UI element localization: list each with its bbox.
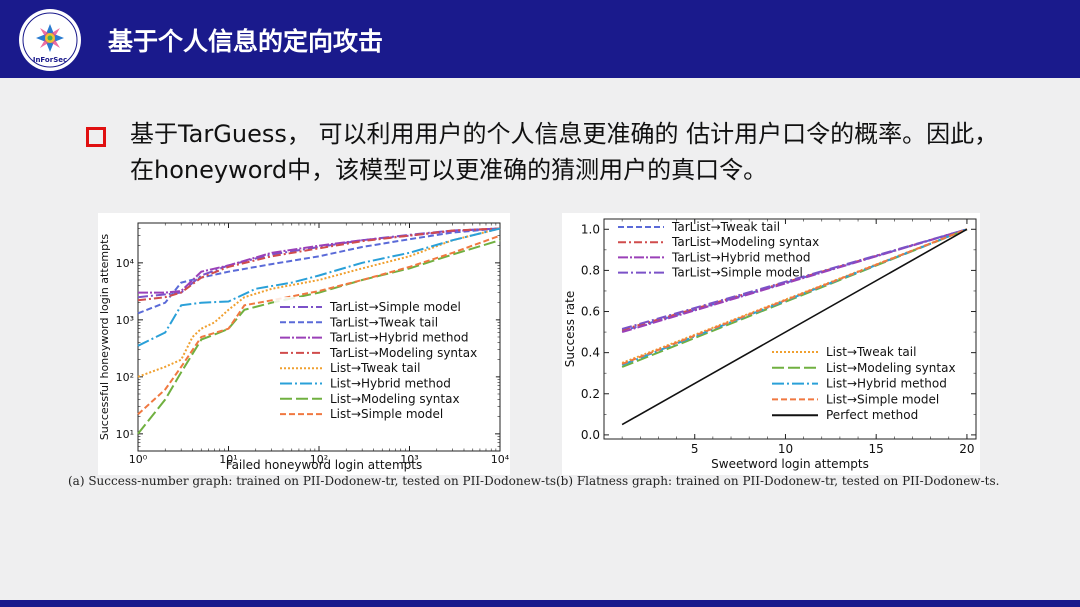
y-tick-label: 0.2 [581,387,600,401]
legend-label: List→Hybrid method [330,377,451,391]
y-tick-label: 0.0 [581,428,600,442]
legend-label: TarList→Modeling syntax [329,346,477,360]
inforsec-logo-icon: InForSec [19,9,81,71]
bullet-line-1: 基于TarGuess， 可以利用用户的个人信息更准确的 估计用户口令的概率。因此… [130,120,999,148]
x-tick-label: 10⁰ [129,453,148,466]
y-tick-label: 10² [116,371,134,384]
x-tick-label: 20 [959,442,974,456]
slide-header: InForSec 基于个人信息的定向攻击 [0,0,1080,78]
y-axis-label: Success rate [563,291,577,368]
x-tick-label: 10³ [400,453,418,466]
bullet-square-icon [86,127,106,147]
caption-b: (b) Flatness graph: trained on PII-Dodon… [556,474,1000,488]
series-line-list-to-simple-model [621,228,968,365]
series-line-tarlist-to-modeling-syntax [137,227,501,302]
x-axis-label: Sweetword login attempts [711,457,869,471]
series-line-tarlist-to-hybrid-method [138,227,501,294]
x-tick-label: 15 [869,442,884,456]
y-tick-label: 0.6 [581,305,600,319]
y-tick-label: 10³ [116,314,134,327]
series-line-perfect-method [621,228,968,426]
legend-label: TarList→Modeling syntax [671,235,819,249]
caption-a: (a) Success-number graph: trained on PII… [68,474,560,488]
flatness-chart-svg: 5 10 15 20 0.0 0.2 0.4 0.6 0.8 1.0 Sweetword login… [563,218,977,471]
legend-label: TarList→Simple model [329,300,461,314]
x-tick-label: 10⁴ [491,453,510,466]
page-title: 基于个人信息的定向攻击 [108,27,384,56]
success-number-chart-svg: 10⁰ 10¹ 10² 10³ 10⁴ 10¹ 10² 10³ 10⁴ Failed honeyw… [98,222,510,472]
legend-label: Perfect method [826,408,918,422]
y-axis-label: Successful honeyword login attempts [98,234,111,441]
legend-label: List→Tweak tail [330,361,420,375]
y-tick-label: 0.8 [581,263,600,277]
logo-text: InForSec [33,56,67,64]
legend-label: TarList→Hybrid method [671,250,810,264]
legend-label: List→Hybrid method [826,377,947,391]
series-line-tarlist-to-simple-model [137,227,501,299]
legend-label: List→Simple model [826,392,939,406]
legend-label: TarList→Tweak tail [329,315,438,329]
series-line-tarlist-to-hybrid-method [621,228,968,334]
y-tick-label: 1.0 [581,222,600,236]
x-tick-label: 5 [691,442,699,456]
flatness-chart: 5 10 15 20 0.0 0.2 0.4 0.6 0.8 1.0 Sweetword login… [562,213,980,475]
series-line-list-to-modeling-syntax [137,239,501,435]
series-line-tarlist-to-tweak-tail [137,227,501,315]
y-tick-label: 10⁴ [116,257,135,270]
y-tick-label: 10¹ [116,428,134,441]
bottom-divider [0,600,1080,607]
legend-bg [274,297,496,426]
plot-frame [603,218,977,440]
bullet-line-2: 在honeyword中，该模型可以更准确的猜测用户的真口令。 [130,156,768,184]
legend-label: TarList→Hybrid method [329,331,468,345]
legend-label: TarList→Tweak tail [671,220,780,234]
legend-label: List→Simple model [330,407,443,421]
legend-label: TarList→Simple model [671,266,803,280]
series-line-list-to-simple-model [137,234,501,416]
legend-label: List→Modeling syntax [826,361,956,375]
series-line-tarlist-to-simple-model [621,228,968,330]
x-tick-label: 10 [778,442,793,456]
legend-label: List→Modeling syntax [330,392,460,406]
x-tick-label: 10² [310,453,328,466]
x-tick-label: 10¹ [219,453,237,466]
y-tick-label: 0.4 [581,346,600,360]
x-axis-label: Failed honeyword login attempts [226,458,422,472]
success-number-chart: 10⁰ 10¹ 10² 10³ 10⁴ 10¹ 10² 10³ 10⁴ Failed honeyw… [98,213,510,475]
legend-label: List→Tweak tail [826,345,916,359]
bullet-text: 基于TarGuess， 可以利用用户的个人信息更准确的 估计用户口令的概率。因此… [130,116,1030,188]
series-line-list-to-hybrid-method [137,227,501,347]
